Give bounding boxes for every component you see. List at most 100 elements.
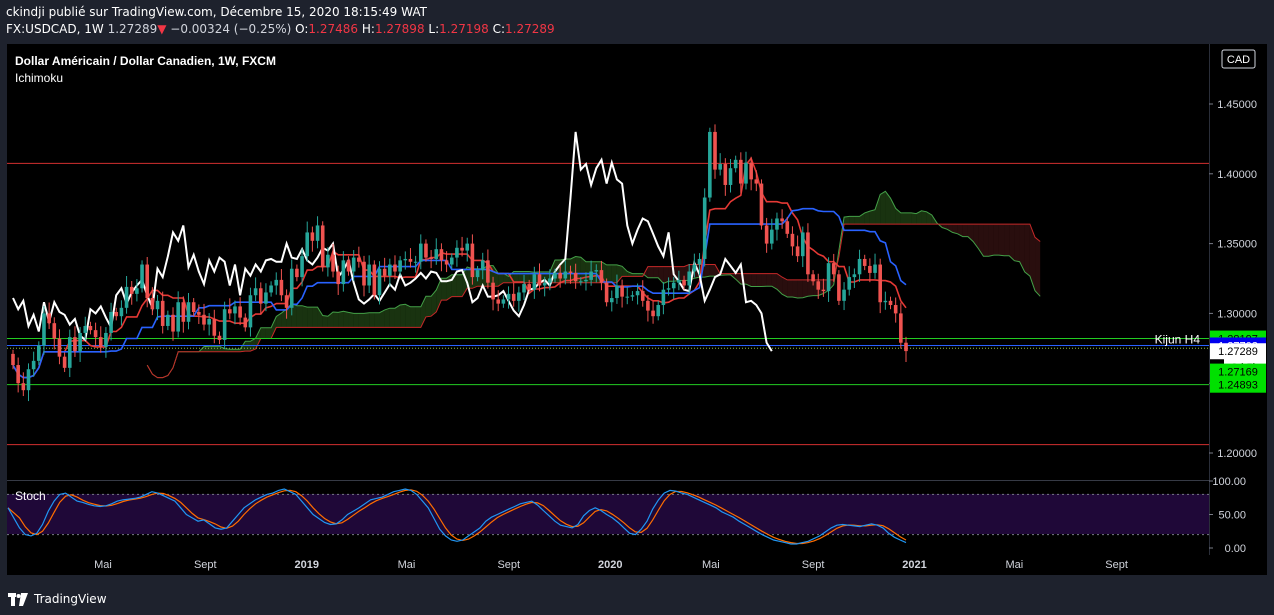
candle-body <box>104 332 108 347</box>
candle-body <box>723 164 728 185</box>
price-badge-label: 1.24893 <box>1218 380 1258 392</box>
cloud-segment <box>962 224 968 237</box>
candle-body <box>362 261 366 286</box>
candle-body <box>862 258 867 266</box>
cloud-segment <box>364 312 370 328</box>
cloud-segment <box>312 307 318 328</box>
cloud-segment <box>952 224 958 234</box>
cloud-segment <box>250 338 256 352</box>
cloud-segment <box>1029 224 1036 291</box>
candle-body <box>207 318 211 325</box>
candle-body <box>542 282 547 286</box>
candle-body <box>289 268 294 308</box>
candle-body <box>331 254 335 272</box>
cloud-segment <box>291 303 297 328</box>
candle-body <box>191 302 196 313</box>
high-value: 1.27898 <box>374 22 425 36</box>
candle-body <box>677 279 681 283</box>
close-value: 1.27289 <box>505 22 555 36</box>
price-tick-label: 1.45000 <box>1217 99 1257 111</box>
cloud-segment <box>709 264 716 277</box>
footer: TradingView <box>8 592 107 606</box>
candle-body <box>599 270 604 283</box>
candle-body <box>26 369 31 391</box>
candle-body <box>831 263 836 275</box>
cloud-segment <box>844 216 850 225</box>
candle-body <box>532 274 537 290</box>
cloud-segment <box>704 264 710 278</box>
horizontal-levels: Kijun H4 <box>7 162 1209 446</box>
cloud-segment <box>296 305 303 328</box>
candle-body <box>728 168 733 185</box>
candle-body <box>393 264 397 272</box>
candle-body <box>904 342 908 352</box>
candle-body <box>537 274 542 286</box>
candle-body <box>408 258 413 262</box>
cloud-segment <box>229 349 235 352</box>
cloud-segment <box>1019 224 1025 272</box>
candle-body <box>279 279 284 296</box>
cloud-segment <box>374 312 380 328</box>
candle-body <box>295 268 299 278</box>
candle-body <box>227 309 232 314</box>
candle-body <box>480 260 485 271</box>
publisher-text: ckindji publié sur TradingView.com, Déce… <box>6 5 427 19</box>
cloud-segment <box>616 264 623 283</box>
cloud-segment <box>410 306 416 328</box>
cloud-segment <box>219 346 225 352</box>
cloud-segment <box>1009 224 1015 261</box>
candle-body <box>346 260 351 272</box>
candle-body <box>893 305 898 314</box>
candle-body <box>176 302 180 332</box>
price-badge <box>1210 376 1266 393</box>
cloud-segment <box>663 266 669 284</box>
cloud-segment <box>745 273 752 287</box>
low-label: L: <box>428 22 440 36</box>
cloud-segment <box>446 274 452 301</box>
candle-body <box>460 247 464 251</box>
candle-body <box>140 264 144 289</box>
stoch-label: Stoch <box>15 489 46 503</box>
candle-body <box>769 229 774 244</box>
cloud-segment <box>854 216 860 225</box>
candle-body <box>217 335 222 340</box>
candle-body <box>310 232 315 241</box>
cloud-segment <box>678 266 685 281</box>
candle-body <box>52 323 57 339</box>
cloud-segment <box>245 341 251 352</box>
candle-body <box>739 159 743 184</box>
candle-body <box>57 338 62 357</box>
cloud-segment <box>998 224 1005 256</box>
candle-body <box>475 270 480 278</box>
cloud-segment <box>322 315 328 328</box>
candle-body <box>258 288 263 304</box>
candle-body <box>806 232 810 275</box>
currency-button[interactable]: CAD <box>1221 49 1256 69</box>
candle-body <box>697 258 702 265</box>
candle-body <box>83 325 88 333</box>
price-badge <box>1210 363 1266 380</box>
candle-body <box>646 300 650 311</box>
candle-body <box>527 284 531 290</box>
candle-body <box>372 264 377 296</box>
cloud-segment <box>265 327 272 339</box>
down-arrow-icon: ▼ <box>157 22 167 36</box>
candle-body <box>486 260 490 283</box>
cloud-segment <box>425 296 432 317</box>
candle-body <box>625 296 630 298</box>
cloud-segment <box>441 278 447 301</box>
candle-body <box>640 291 645 301</box>
price-change: −0.00324 (−0.25%) <box>170 22 292 36</box>
tradingview-logo-icon <box>8 592 28 606</box>
candle-body <box>326 254 330 268</box>
candle-body <box>67 337 72 368</box>
candle-body <box>506 293 511 300</box>
publisher-line: ckindji publié sur TradingView.com, Déce… <box>6 5 427 19</box>
cloud-segment <box>926 211 932 225</box>
cloud-segment <box>900 212 906 225</box>
cloud-segment <box>348 312 354 328</box>
candle-body <box>243 317 248 328</box>
candle-body <box>155 300 160 310</box>
kijun-h4-annotation: Kijun H4 <box>1155 333 1201 347</box>
